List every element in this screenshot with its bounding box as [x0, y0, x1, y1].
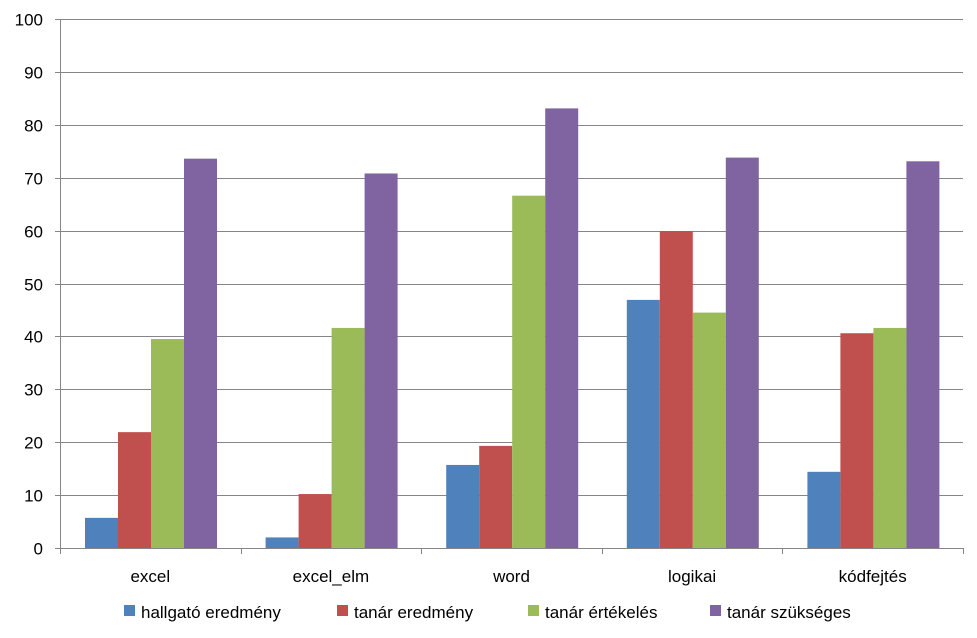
y-tick-label: 60: [24, 223, 43, 242]
bar-logikai-tanár szükséges: [725, 157, 759, 548]
bar-logikai-hallgató eredmény: [626, 299, 660, 548]
y-tick-label: 30: [24, 381, 43, 400]
bar-excel-tanár értékelés: [151, 339, 184, 548]
bar-word-tanár szükséges: [545, 108, 579, 548]
legend-swatch: [528, 605, 539, 616]
bar-word-tanár eredmény: [479, 445, 513, 548]
y-tick-label: 40: [24, 328, 43, 347]
y-tick-label: 90: [24, 64, 43, 83]
bar-kódfejtés-tanár értékelés: [873, 327, 907, 548]
y-tick-label: 50: [24, 276, 43, 295]
x-category-label: kódfejtés: [839, 567, 907, 586]
bar-word-tanár értékelés: [512, 195, 546, 548]
bar-excel_elm-tanár eredmény: [298, 494, 332, 548]
bar-logikai-tanár értékelés: [692, 312, 726, 548]
legend-label: tanár szükséges: [727, 603, 851, 622]
y-tick-label: 20: [24, 434, 43, 453]
bar-excel-hallgató eredmény: [85, 517, 118, 548]
y-tick-label: 100: [15, 11, 43, 30]
x-axis-category-labels: excel excel_elm word logikai kódfejtés: [130, 567, 906, 586]
legend-label: tanár eredmény: [354, 603, 474, 622]
legend-swatch: [124, 605, 135, 616]
bar-word-hallgató eredmény: [446, 464, 480, 548]
legend: hallgató eredmény tanár eredmény tanár ért…: [124, 603, 851, 622]
bar-excel_elm-tanár értékelés: [331, 327, 365, 548]
bar-kódfejtés-hallgató eredmény: [807, 471, 841, 548]
legend-label: hallgató eredmény: [141, 603, 281, 622]
bar-kódfejtés-tanár szükséges: [906, 161, 940, 548]
x-category-label: excel_elm: [293, 567, 370, 586]
bar-excel-tanár szükséges: [184, 158, 217, 548]
legend-swatch: [710, 605, 721, 616]
x-category-label: excel: [130, 567, 170, 586]
y-tick-label: 0: [34, 540, 43, 559]
x-category-label: word: [492, 567, 530, 586]
y-tick-label: 70: [24, 170, 43, 189]
legend-swatch: [337, 605, 348, 616]
y-tick-label: 80: [24, 117, 43, 136]
bar-excel_elm-hallgató eredmény: [265, 537, 299, 548]
y-tick-label: 10: [24, 487, 43, 506]
x-category-label: logikai: [668, 567, 716, 586]
y-axis-tick-labels: 0 10 20 30 40 50 60 70 80 90 100: [15, 11, 43, 559]
bar-kódfejtés-tanár eredmény: [840, 333, 874, 548]
bar-logikai-tanár eredmény: [659, 231, 693, 548]
bar-excel_elm-tanár szükséges: [364, 173, 398, 548]
axes: [55, 19, 964, 554]
bars: [85, 108, 940, 548]
legend-label: tanár értékelés: [545, 603, 657, 622]
bar-excel-tanár eredmény: [118, 432, 151, 548]
